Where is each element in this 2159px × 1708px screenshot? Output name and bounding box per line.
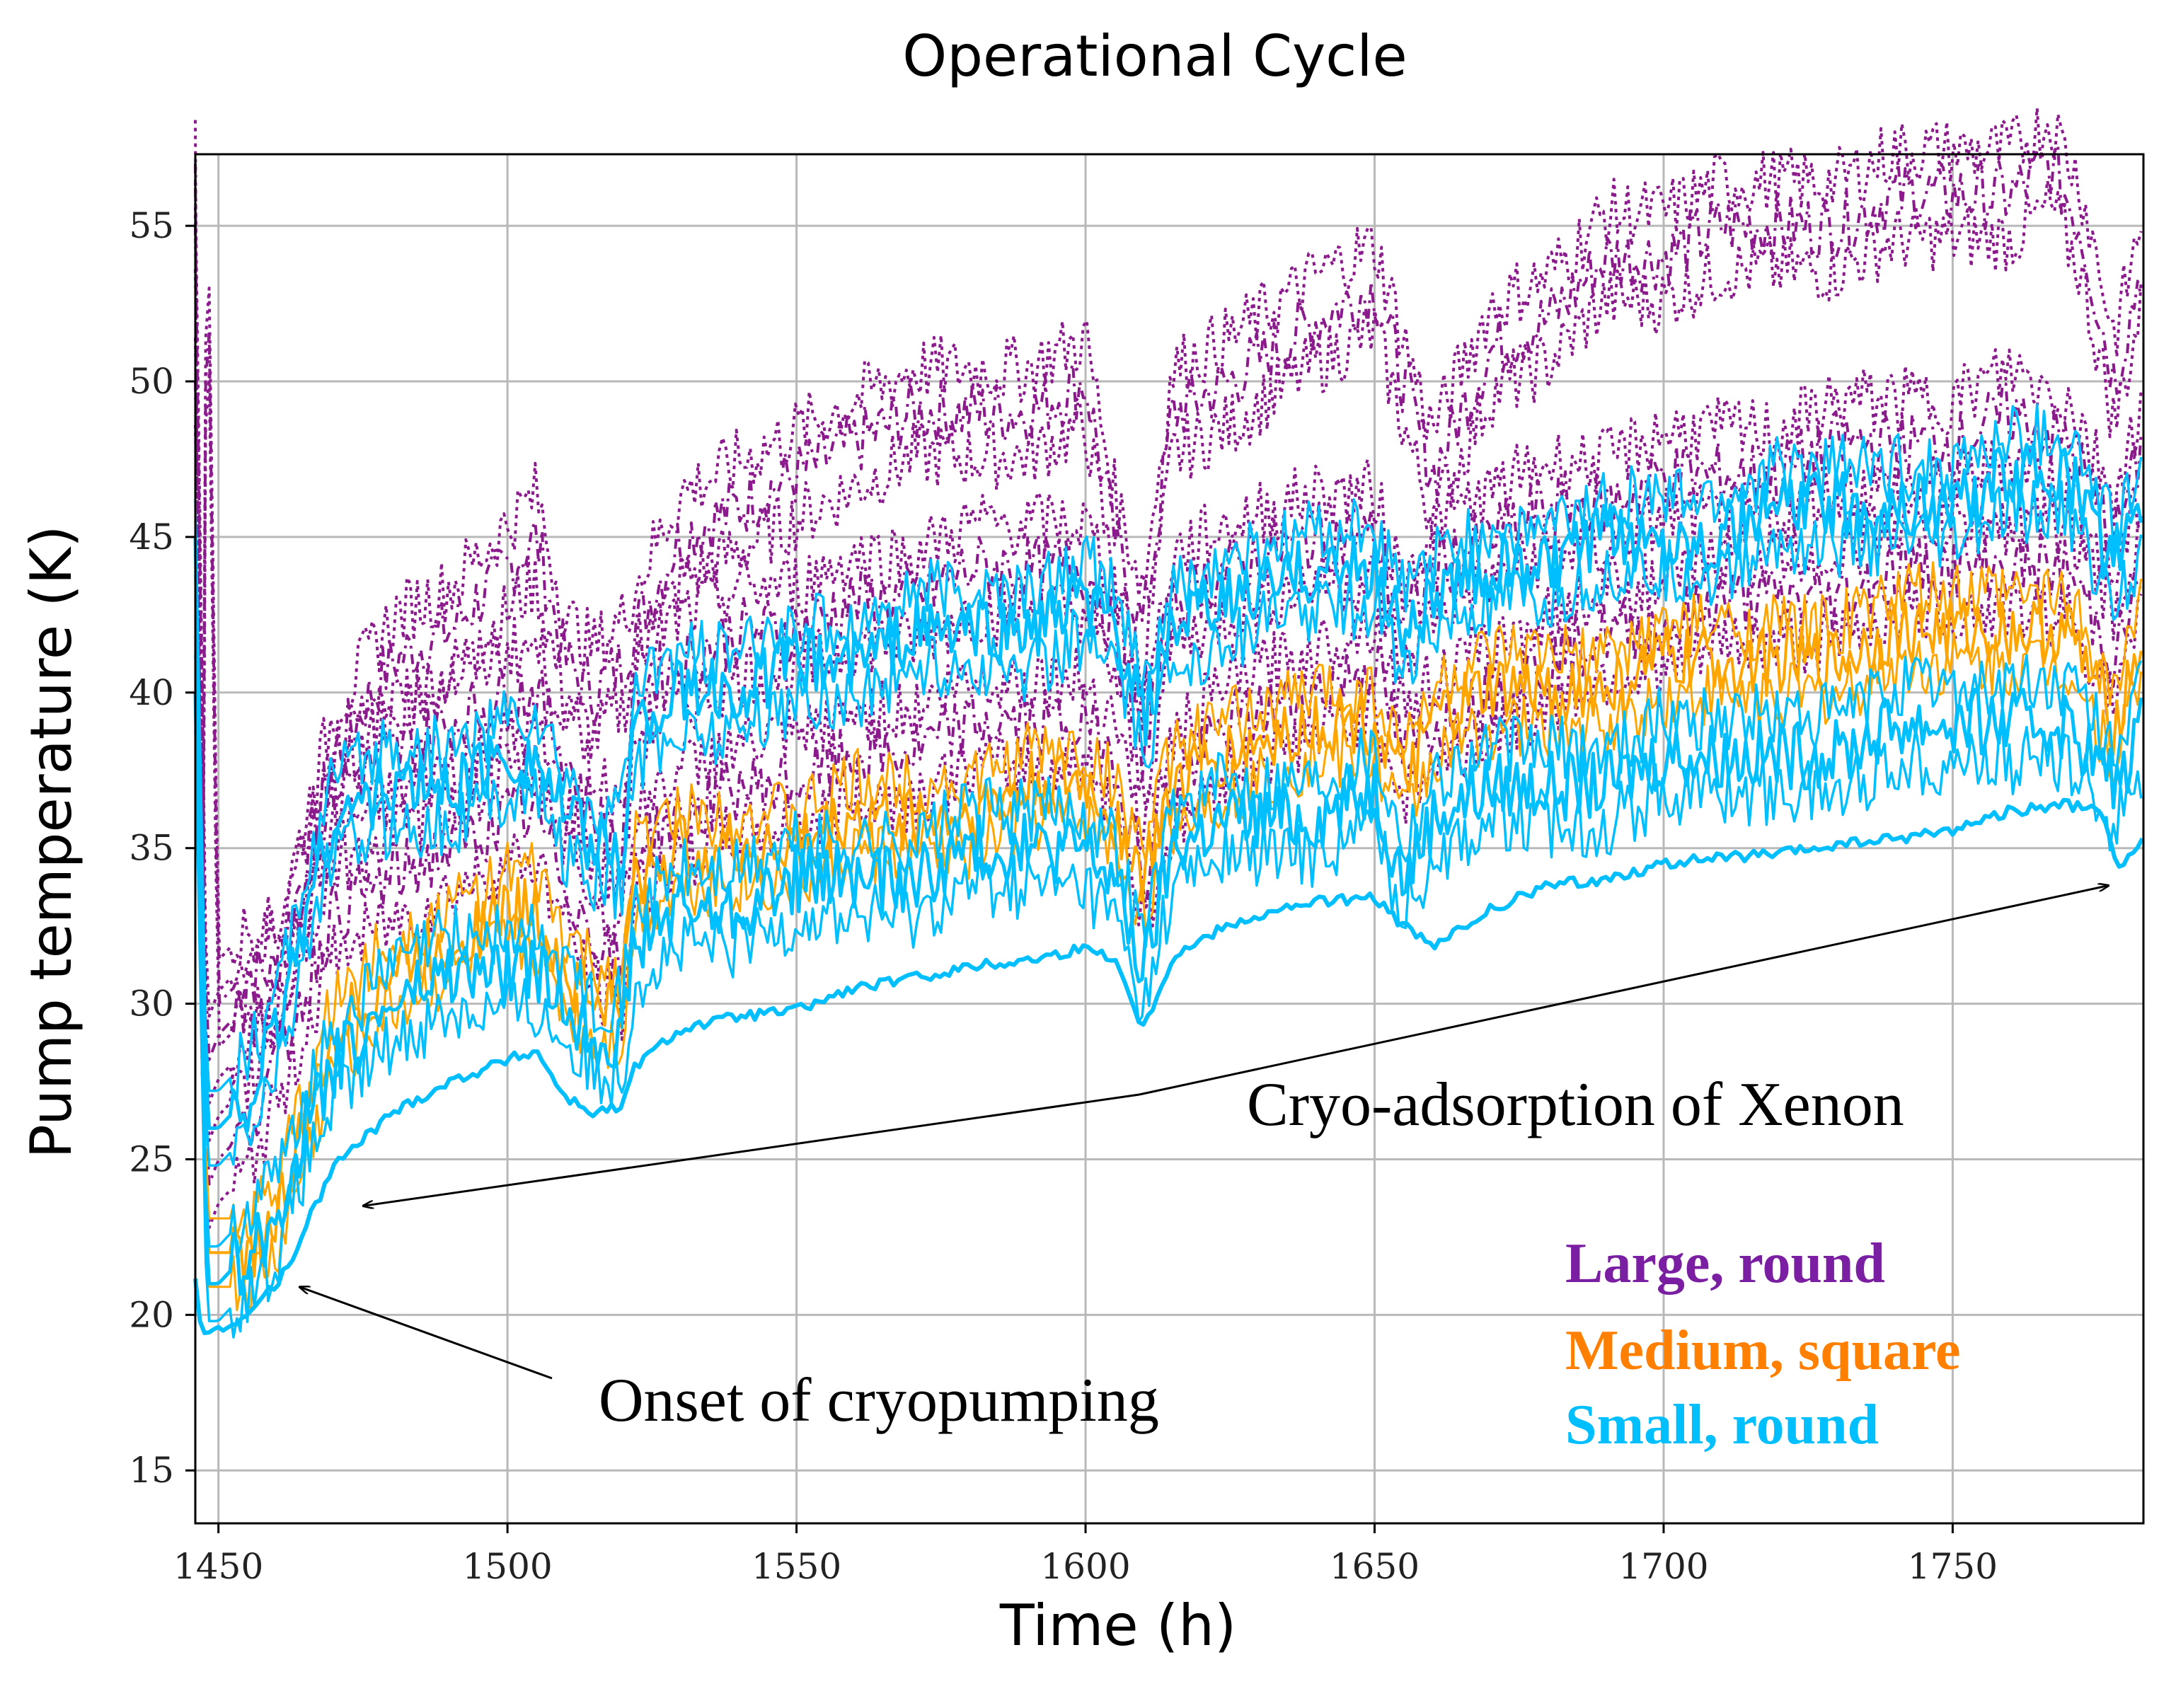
annotation-onset-cryopumping: Onset of cryopumping [599,1366,1159,1435]
series-line [194,106,2143,993]
series-layer [193,106,2145,1339]
legend-entry-medium-square: Medium, square [1565,1320,1961,1382]
y-tick-label: 55 [129,205,174,246]
series-line [194,654,2143,1259]
series-small_round [193,797,2145,1335]
x-tick-label: 1750 [1908,1546,1998,1587]
legend: Large, round Medium, square Small, round [1565,1233,1961,1456]
x-axis-label: Time (h) [999,1593,1236,1658]
arrow-cryo-right [1139,885,2109,1096]
series-line [194,226,2143,1061]
series-small_round [193,654,2143,1339]
y-tick-label: 50 [129,361,174,402]
series-line [194,502,2143,1245]
annotation-cryo-adsorption: Cryo-adsorption of Xenon [1247,1071,1904,1139]
series-line [194,725,2143,1339]
series-line [194,337,2143,1143]
y-tick-label: 25 [129,1138,174,1179]
series-line [194,536,2143,1286]
x-tick-label: 1600 [1040,1546,1130,1587]
series-line [193,442,2143,1133]
series-line [194,571,2143,1312]
series-line [194,479,2143,1167]
grid [195,154,2143,1523]
x-axis: 1450 1500 1550 1600 1650 1700 1750 [173,1523,1998,1587]
x-tick-label: 1550 [752,1546,841,1587]
arrow-onset [299,1287,553,1380]
y-tick-label: 30 [129,983,174,1025]
y-tick-label: 35 [129,828,174,869]
y-tick-label: 45 [129,517,174,558]
x-tick-label: 1650 [1330,1546,1420,1587]
series-line [194,403,2143,1100]
x-tick-label: 1450 [173,1546,263,1587]
y-tick-label: 15 [129,1450,174,1491]
series-line [193,797,2145,1335]
legend-entry-large-round: Large, round [1565,1233,1885,1295]
y-tick-label: 40 [129,672,174,713]
series-small_round [193,403,2143,1167]
series-medium_square [194,502,2143,1312]
legend-entry-small-round: Small, round [1565,1394,1879,1456]
series-line [194,182,2143,1018]
plot-frame [194,153,2145,1525]
y-axis-label: Pump temperature (K) [18,526,84,1159]
series-large_round [194,106,2143,1080]
x-tick-label: 1700 [1618,1546,1708,1587]
y-tick-label: 20 [129,1294,174,1335]
series-line [193,687,2143,1296]
chart-title: Operational Cycle [902,23,1407,89]
arrow-cryo-left [363,1093,1140,1206]
annotations [299,885,2109,1380]
x-tick-label: 1500 [463,1546,553,1587]
y-axis: 15 20 25 30 35 40 45 50 55 [129,205,195,1491]
